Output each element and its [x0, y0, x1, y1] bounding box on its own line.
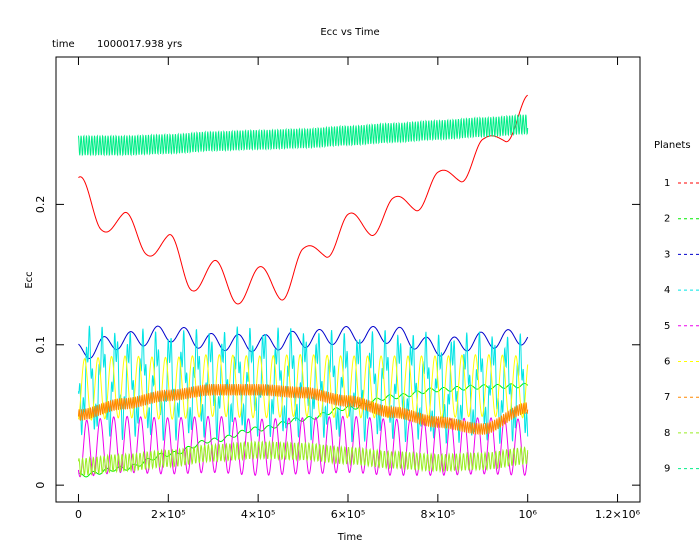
series-line-5 [77, 415, 529, 478]
x-axis-ticks: 0 2×10⁵ 4×10⁵ 6×10⁵ 8×10⁵ 10⁶ 1.2×10⁶ [75, 57, 641, 521]
time-label: time [52, 39, 75, 50]
plot-lines [77, 94, 529, 478]
series-line-8 [77, 439, 529, 478]
legend-label-2: 2 [664, 214, 670, 225]
legend: Planets 1 2 3 4 5 6 7 8 9 [654, 140, 700, 475]
legend-label-4: 4 [664, 285, 670, 296]
x-tick-label: 6×10⁵ [331, 508, 366, 521]
time-value: 1000017.938 yrs [97, 39, 182, 50]
series-line-6 [77, 353, 529, 421]
legend-title: Planets [654, 140, 691, 151]
x-axis-label: Time [337, 532, 362, 543]
series-line-1 [78, 94, 528, 305]
y-axis-ticks: 0 0.1 0.2 [34, 196, 640, 489]
chart-title: Ecc vs Time [320, 27, 379, 38]
x-tick-label: 10⁶ [518, 508, 537, 521]
x-tick-label: 4×10⁵ [241, 508, 276, 521]
series-line-7 [77, 384, 529, 436]
x-tick-label: 2×10⁵ [151, 508, 186, 521]
legend-label-1: 1 [664, 178, 670, 189]
y-tick-label: 0 [34, 482, 47, 489]
legend-label-9: 9 [664, 464, 670, 475]
legend-label-7: 7 [664, 392, 670, 403]
y-axis-label: Ecc [24, 271, 35, 288]
x-tick-label: 1.2×10⁶ [595, 508, 641, 521]
series-line-9 [77, 113, 529, 157]
series-line-4 [77, 325, 529, 444]
x-tick-label: 8×10⁵ [421, 508, 456, 521]
legend-label-3: 3 [664, 249, 670, 260]
legend-label-6: 6 [664, 357, 670, 368]
y-tick-label: 0.2 [34, 196, 47, 214]
legend-label-8: 8 [664, 428, 670, 439]
x-tick-label: 0 [75, 508, 82, 521]
y-tick-label: 0.1 [34, 336, 47, 354]
legend-label-5: 5 [664, 321, 670, 332]
